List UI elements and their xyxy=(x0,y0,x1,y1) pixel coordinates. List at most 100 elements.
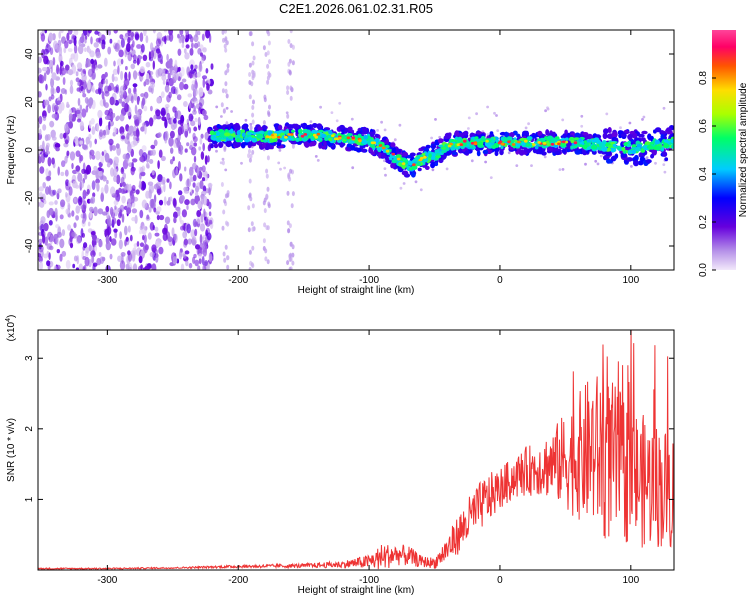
speckle-cell xyxy=(219,161,223,165)
noise-cell xyxy=(188,170,193,176)
ridge-halo-cell xyxy=(510,132,515,137)
noise-cell xyxy=(76,118,82,123)
ridge-peak-cell xyxy=(463,139,467,143)
speckle-cell xyxy=(314,155,318,158)
noise-cell xyxy=(51,157,55,165)
streak-cell xyxy=(252,55,256,61)
noise-cell xyxy=(153,183,160,190)
ridge-core-cell xyxy=(663,139,669,143)
ridge-core-cell xyxy=(653,146,657,150)
streak-cell xyxy=(249,31,253,37)
noise-cell xyxy=(152,30,156,34)
noise-cell xyxy=(118,239,123,250)
noise-cell xyxy=(172,156,175,162)
noise-cell xyxy=(38,156,42,164)
noise-cell xyxy=(202,109,207,117)
noise-cell xyxy=(130,148,134,158)
noise-cell xyxy=(65,64,70,71)
ridge-core-cell xyxy=(399,157,404,162)
noise-cell xyxy=(151,263,157,270)
noise-cell xyxy=(79,140,83,145)
noise-cell xyxy=(184,148,188,153)
noise-cell xyxy=(161,36,167,42)
noise-cell xyxy=(38,253,42,258)
snr-x-label: Height of straight line (km) xyxy=(298,585,415,596)
noise-cell xyxy=(64,139,69,145)
streak-cell xyxy=(266,63,270,69)
ridge-halo-cell xyxy=(277,124,283,131)
noise-cell xyxy=(133,54,137,62)
noise-cell xyxy=(56,190,60,199)
colorbar xyxy=(712,30,736,270)
ridge-core-cell xyxy=(246,131,253,135)
noise-cell xyxy=(115,143,120,149)
ridge-halo-cell xyxy=(234,141,241,148)
noise-cell xyxy=(82,93,87,98)
noise-cell xyxy=(56,86,61,94)
streak-cell xyxy=(247,153,251,159)
noise-cell xyxy=(130,140,136,148)
speckle-cell xyxy=(316,159,320,162)
noise-cell xyxy=(60,60,64,67)
speckle-cell xyxy=(402,182,406,185)
ridge-peak-cell xyxy=(573,141,578,145)
noise-cell xyxy=(82,189,87,200)
noise-cell xyxy=(114,42,120,52)
noise-cell xyxy=(199,137,203,145)
noise-cell xyxy=(83,200,87,210)
noise-cell xyxy=(180,263,185,270)
noise-cell xyxy=(140,93,145,98)
noise-cell xyxy=(73,44,78,54)
noise-cell xyxy=(75,109,81,114)
ridge-core-cell xyxy=(328,129,333,135)
streak-cell xyxy=(289,95,293,101)
speckle-cell xyxy=(584,162,587,166)
noise-cell xyxy=(45,142,50,149)
ridge-peak-cell xyxy=(473,142,478,146)
ridge-core-cell xyxy=(285,129,290,134)
noise-cell xyxy=(173,72,179,81)
streak-cell xyxy=(286,90,290,95)
noise-cell xyxy=(113,175,118,182)
noise-cell xyxy=(160,59,163,65)
ridge-halo-cell xyxy=(411,171,416,178)
noise-cell xyxy=(81,88,86,95)
noise-cell xyxy=(71,162,74,170)
noise-cell xyxy=(100,155,105,164)
noise-cell xyxy=(155,38,162,47)
noise-cell xyxy=(119,85,126,95)
ridge-peak-cell xyxy=(447,144,452,148)
noise-cell xyxy=(133,135,137,141)
speckle-cell xyxy=(486,105,489,109)
speckle-cell xyxy=(338,101,342,105)
noise-cell xyxy=(131,184,136,192)
ridge-core-cell xyxy=(310,135,314,140)
noise-cell xyxy=(49,120,55,128)
speckle-cell xyxy=(599,154,603,158)
ridge-halo-cell xyxy=(347,126,353,131)
noise-cell xyxy=(46,175,52,181)
noise-cell xyxy=(136,44,142,49)
ridge-halo-cell xyxy=(385,138,390,145)
noise-cell xyxy=(183,48,187,54)
noise-cell xyxy=(162,80,166,85)
speckle-cell xyxy=(662,106,666,110)
noise-cell xyxy=(84,47,87,52)
ridge-core-cell xyxy=(579,144,583,148)
noise-cell xyxy=(183,254,187,259)
ridge-halo-cell xyxy=(443,135,450,140)
noise-cell xyxy=(64,169,69,177)
ridge-halo-cell xyxy=(620,152,627,158)
streak-cell xyxy=(291,260,295,266)
noise-cell xyxy=(119,113,125,122)
noise-cell xyxy=(202,244,208,253)
noise-cell xyxy=(128,125,135,133)
noise-cell xyxy=(190,69,196,74)
noise-cell xyxy=(194,117,198,123)
ridge-halo-cell xyxy=(210,143,214,149)
noise-cell xyxy=(131,49,136,56)
ridge-core-cell xyxy=(634,147,642,152)
ridge-peak-cell xyxy=(561,140,566,144)
noise-cell xyxy=(79,104,83,112)
speckle-cell xyxy=(558,168,562,172)
